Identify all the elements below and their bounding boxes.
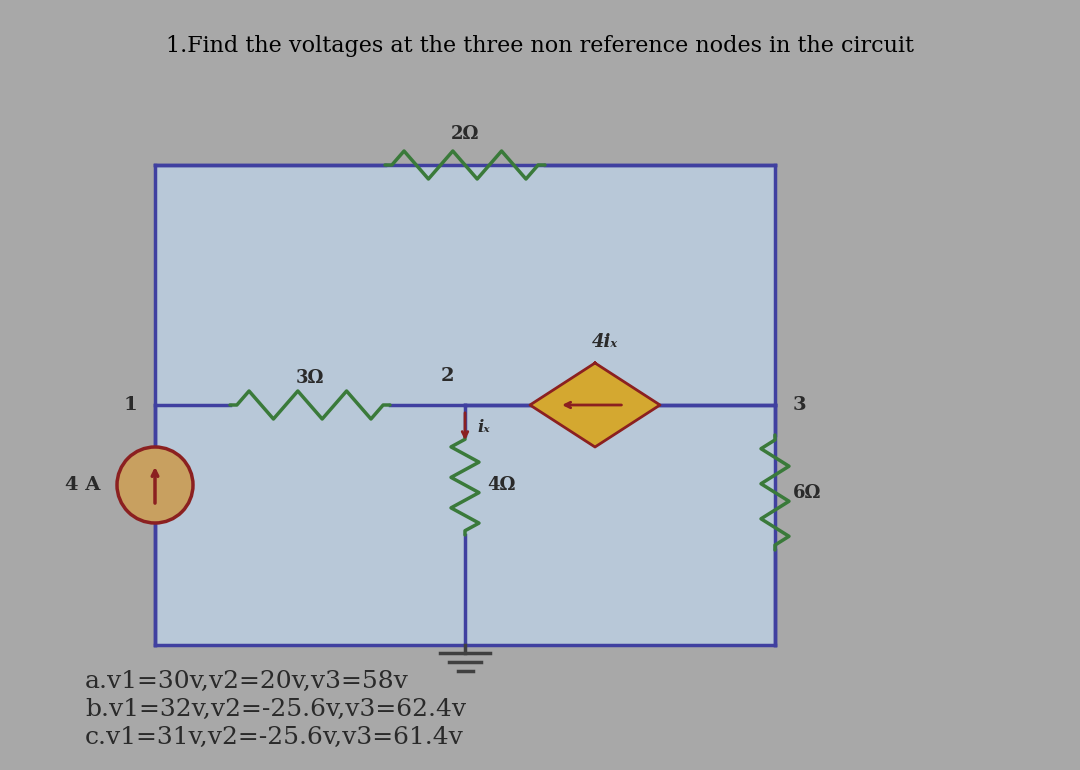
Text: 3Ω: 3Ω bbox=[296, 369, 324, 387]
Text: b.v1=32v,v2=-25.6v,v3=62.4v: b.v1=32v,v2=-25.6v,v3=62.4v bbox=[85, 698, 467, 721]
Polygon shape bbox=[530, 363, 660, 447]
Text: 2: 2 bbox=[441, 367, 454, 385]
Text: 3: 3 bbox=[793, 396, 807, 414]
FancyBboxPatch shape bbox=[156, 165, 775, 645]
Text: 6Ω: 6Ω bbox=[793, 484, 822, 501]
Text: 4Ω: 4Ω bbox=[487, 476, 515, 494]
Circle shape bbox=[117, 447, 193, 523]
Text: 4 A: 4 A bbox=[65, 476, 100, 494]
Text: 2Ω: 2Ω bbox=[450, 125, 480, 143]
Text: 4iₓ: 4iₓ bbox=[592, 333, 618, 351]
Text: iₓ: iₓ bbox=[477, 419, 489, 436]
Text: c.v1=31v,v2=-25.6v,v3=61.4v: c.v1=31v,v2=-25.6v,v3=61.4v bbox=[85, 726, 464, 749]
Text: a.v1=30v,v2=20v,v3=58v: a.v1=30v,v2=20v,v3=58v bbox=[85, 670, 409, 693]
Text: 1.Find the voltages at the three non reference nodes in the circuit: 1.Find the voltages at the three non ref… bbox=[166, 35, 914, 57]
Text: 1: 1 bbox=[123, 396, 137, 414]
